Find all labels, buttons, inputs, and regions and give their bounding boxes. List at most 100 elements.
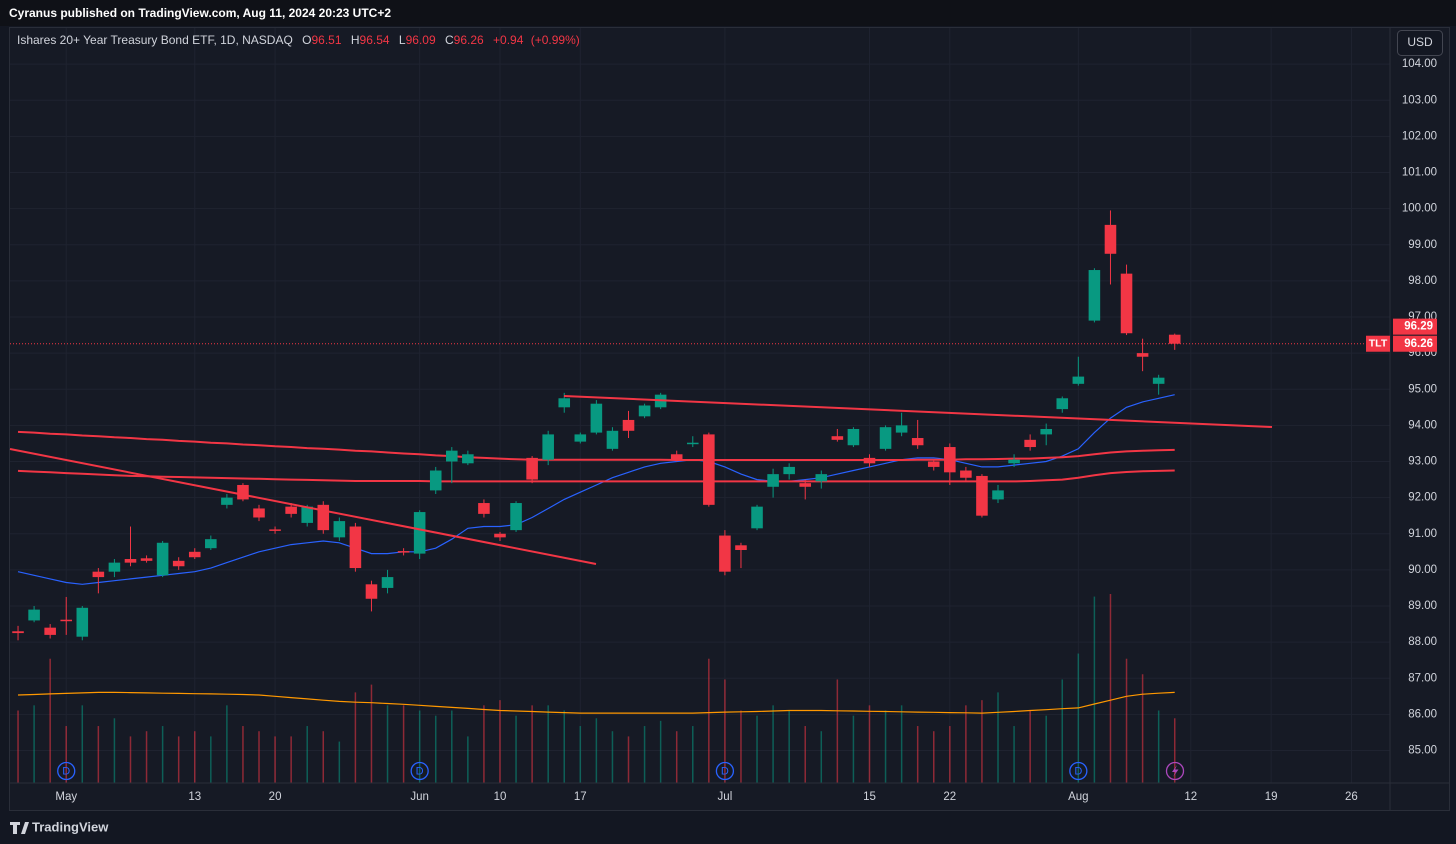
event-marker[interactable]: [1165, 761, 1185, 781]
candle-body: [156, 542, 169, 576]
candle-body: [446, 450, 458, 462]
candle-body: [365, 584, 378, 599]
currency-label[interactable]: USD: [1407, 35, 1433, 49]
candle-body: [317, 504, 330, 531]
symbol-box: [1366, 335, 1390, 352]
grid: [10, 28, 1390, 783]
volume-bar: [724, 679, 726, 783]
volume-bar: [161, 726, 164, 783]
volume-bar: [1045, 715, 1047, 783]
volume-bar: [659, 720, 662, 783]
y-tick-label: 98.00: [1408, 275, 1437, 287]
volume-bar: [65, 726, 67, 783]
volume-bar: [868, 705, 871, 783]
volume-bar: [113, 718, 116, 783]
candle-body: [188, 551, 201, 558]
event-marker: [1069, 761, 1088, 781]
event-icon: [1172, 765, 1179, 777]
candle-body: [1168, 334, 1181, 344]
volume-bar: [129, 736, 132, 783]
y-tick-label: 87.00: [1408, 672, 1437, 684]
candle-body: [542, 434, 554, 460]
volume-bar: [1141, 674, 1144, 783]
volume-bar: [981, 700, 983, 783]
x-tick-label: 22: [943, 791, 956, 803]
volume-bar: [370, 684, 373, 783]
y-tick-label: 95.00: [1408, 383, 1437, 395]
x-tick-label: 19: [1265, 791, 1278, 803]
volume-bar: [402, 705, 405, 783]
x-tick-label: 17: [574, 791, 587, 803]
candle-body: [944, 447, 956, 473]
volume-bar: [354, 692, 357, 783]
volume-bar: [563, 710, 565, 783]
volume-bar: [81, 705, 84, 783]
moving-average-line: [17, 430, 1175, 461]
candle-body: [992, 490, 1004, 500]
event-label: D: [1074, 765, 1082, 777]
volume-bar: [997, 692, 999, 783]
event-label: D: [416, 765, 424, 777]
x-tick-label: 12: [1184, 791, 1197, 803]
volume-bar: [627, 736, 630, 783]
legend-value: 96.54: [360, 33, 390, 47]
volume-bar: [772, 705, 774, 783]
published-note: Cyranus published on TradingView.com, Au…: [9, 6, 391, 20]
candle-body: [60, 619, 73, 622]
candle-body: [606, 430, 619, 449]
y-tick-label: 101.00: [1402, 167, 1437, 179]
legend-label: C: [445, 33, 454, 47]
volume-bar: [499, 700, 501, 783]
volume-bar: [884, 710, 887, 783]
candle-body: [574, 434, 587, 442]
volume-bar: [1125, 658, 1128, 783]
candle-body: [895, 425, 908, 433]
candle-body: [301, 506, 313, 523]
event-label: D: [62, 765, 70, 777]
legend-label: L: [399, 33, 406, 47]
volume-bar: [804, 726, 806, 783]
event-label: D: [721, 765, 729, 777]
volume-ma-line: [17, 691, 1175, 714]
volume-bar: [611, 731, 614, 783]
symbol-label: TLT: [1369, 338, 1388, 350]
candle-body: [462, 454, 474, 464]
volume-bar: [177, 736, 180, 783]
legend-label: H: [351, 33, 360, 47]
candle-body: [1152, 377, 1165, 384]
candle-body: [815, 474, 828, 482]
volume-bar: [306, 726, 308, 783]
candle-body: [1008, 459, 1020, 464]
candle-body: [1024, 439, 1036, 448]
brand-logo: [10, 822, 29, 834]
volume-bar: [820, 731, 823, 783]
candle-body: [221, 497, 233, 505]
candle-body: [703, 434, 715, 505]
candle-body: [92, 571, 105, 578]
volume-bar: [193, 731, 196, 783]
x-tick-label: 10: [494, 791, 507, 803]
event-marker: [57, 761, 76, 781]
candle-body: [333, 521, 346, 538]
volume-bar: [675, 731, 678, 783]
candle-body: [413, 512, 426, 554]
candle-body: [686, 442, 699, 445]
price-label: 96.29: [1404, 321, 1433, 333]
candle-body: [349, 526, 362, 569]
volume-bar: [643, 726, 646, 783]
trend-line: [563, 395, 1273, 428]
x-tick-label: 26: [1345, 791, 1358, 803]
y-tick-label: 85.00: [1408, 745, 1437, 757]
y-tick-label: 102.00: [1402, 130, 1437, 142]
last-price-label: 96.26: [1404, 338, 1433, 350]
volume-bar: [1061, 679, 1064, 783]
y-tick-label: 86.00: [1408, 708, 1437, 720]
top-bar: [0, 0, 1456, 26]
volume-bar: [338, 741, 341, 783]
candle-body: [1088, 270, 1101, 321]
currency-button[interactable]: [1397, 30, 1443, 56]
volume-bar: [579, 726, 582, 783]
x-tick-label: 20: [269, 791, 282, 803]
x-tick-label: May: [55, 791, 77, 803]
